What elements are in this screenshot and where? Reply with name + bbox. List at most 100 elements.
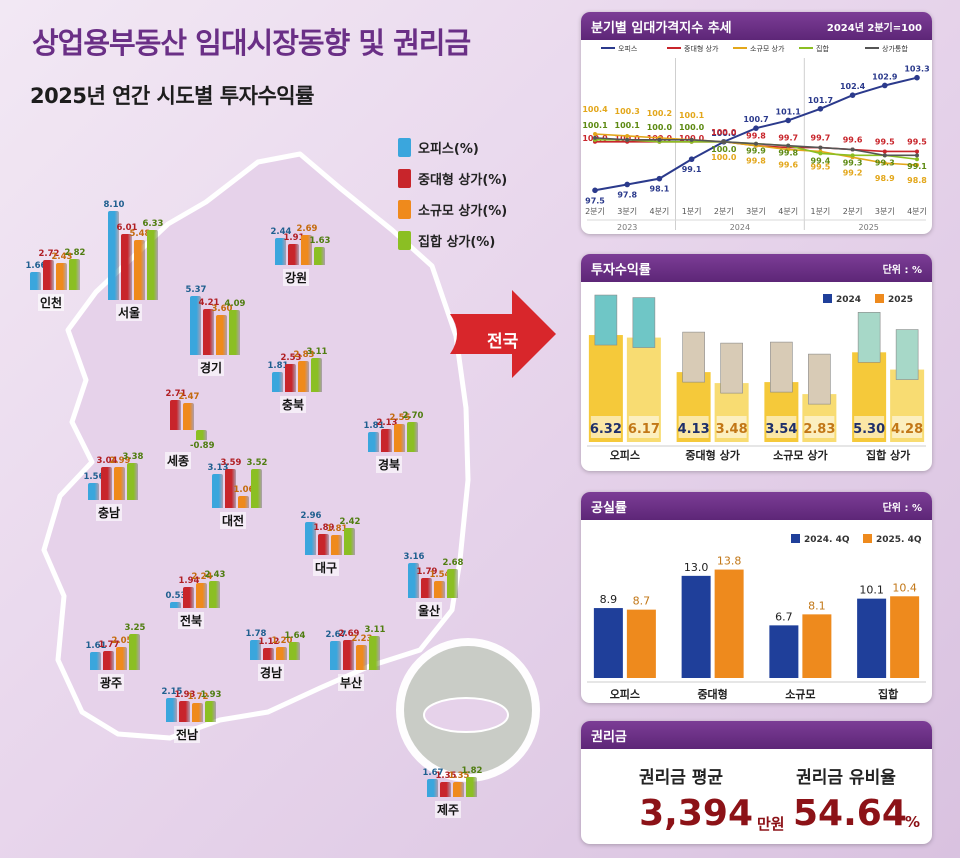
bar-category: 중대형 상가 — [685, 448, 739, 462]
bar — [857, 598, 887, 678]
region-bar-value: 1.93 — [174, 689, 196, 700]
region-bar-value: 2.15 — [161, 687, 183, 698]
line-data-label: 99.8 — [746, 132, 766, 141]
line-point — [593, 132, 597, 136]
line-data-label: 99.5 — [811, 162, 831, 171]
region-bar — [289, 641, 300, 660]
region-name: 인천 — [38, 294, 65, 311]
legend-item-office: 오피스(%) — [398, 132, 507, 163]
region-bar-value: 5.37 — [185, 284, 207, 295]
line-point — [915, 157, 919, 162]
region-bar — [298, 360, 309, 392]
bar-value: 13.8 — [717, 555, 742, 568]
region-name: 울산 — [416, 602, 443, 619]
line-data-label: 99.3 — [875, 158, 895, 167]
bar-value: 8.7 — [633, 595, 651, 608]
region-bar — [285, 364, 296, 392]
region-bar-value: 3.04 — [96, 455, 118, 466]
region-bar — [330, 640, 341, 670]
region-bar-value: 1.78 — [245, 629, 267, 640]
line-data-label: 99.4 — [811, 156, 831, 165]
line-data-label: 99.5 — [907, 137, 927, 146]
bar-value: 4.13 — [678, 422, 710, 437]
region-bar — [407, 422, 418, 452]
line-x-tick: 2분기 — [585, 207, 605, 216]
line-data-label: 100.0 — [711, 128, 737, 137]
region-bar — [190, 295, 201, 355]
region-bar — [381, 428, 392, 452]
large-store-swatch-icon — [398, 169, 411, 188]
region-bar-value: 2.99 — [109, 456, 131, 467]
region-bar — [408, 563, 419, 598]
line-data-label: 100.1 — [615, 121, 641, 130]
region-bar — [196, 583, 207, 608]
region-bar-value: 2.23 — [351, 634, 373, 645]
region-bar-value: 2.43 — [204, 570, 226, 581]
region-bar — [318, 534, 329, 555]
line-x-tick: 4분기 — [778, 207, 798, 216]
region-legend: 오피스(%) 중대형 상가(%) 소규모 상가(%) 집합 상가(%) — [398, 132, 507, 256]
line-point — [657, 137, 662, 142]
region-bar — [251, 469, 262, 508]
value-box — [804, 416, 835, 438]
region-bar — [127, 462, 138, 500]
small-store-swatch-icon — [398, 200, 411, 219]
region-name: 전남 — [174, 726, 201, 743]
line-data-label: 99.6 — [778, 161, 798, 170]
bar-legend-label: 2025. 4Q — [876, 535, 922, 545]
bar-legend-label: 2024 — [836, 295, 861, 305]
line-point — [625, 133, 630, 138]
region-bar — [301, 235, 312, 265]
return-chart: 2024 2025 6.32 6.17 오피스 4.13 3.48 중대형 상가 3.54 2.8… — [587, 294, 926, 462]
building-icon — [895, 329, 919, 380]
rights-avg-unit: 만원 — [757, 815, 785, 833]
region-bar — [116, 647, 127, 670]
region-bar — [216, 315, 227, 355]
legend-label: 중대형 상가(%) — [418, 173, 508, 188]
region-bar-value: 1.72 — [187, 692, 209, 703]
rights-ratio-unit: % — [905, 813, 921, 831]
region-bar — [114, 467, 125, 500]
rent-index-chart: 오피스 중대형 상가 소규모 상가 집합 상가통합 97.5 97.8 98.1 99.1 100… — [582, 44, 929, 232]
region-bar-value: 1.81 — [363, 421, 385, 432]
bar-value: 3.54 — [765, 422, 797, 437]
bar-legend-swatch — [791, 534, 800, 543]
region-bar — [276, 646, 287, 660]
region-name: 강원 — [283, 269, 310, 286]
region-bar-value: 2.69 — [296, 224, 318, 235]
region-bar — [108, 210, 119, 300]
region-bar-value: 2.53 — [280, 353, 302, 364]
value-box — [590, 416, 621, 438]
region-bar — [331, 535, 342, 555]
region-bar-value: 2.42 — [339, 517, 361, 528]
line-legend-label: 중대형 상가 — [684, 44, 719, 53]
region-bar-value: 2.05 — [111, 636, 133, 647]
line-data-label: 99.8 — [778, 149, 798, 158]
region-bar — [196, 430, 207, 440]
building-icon — [594, 294, 618, 346]
line-x-tick: 1분기 — [810, 207, 830, 216]
line-point — [753, 125, 759, 131]
line-point — [721, 139, 726, 144]
bar-legend-swatch — [875, 294, 884, 303]
region-bar-value: 1.79 — [416, 567, 438, 578]
bar-value: 6.17 — [628, 422, 660, 437]
region-bar — [272, 372, 283, 392]
region-bar-value: 3.11 — [364, 624, 386, 635]
line-data-label: 100.0 — [647, 123, 673, 132]
region-bar — [147, 230, 158, 300]
line-data-label: 97.8 — [617, 190, 637, 199]
region-bar — [170, 400, 181, 430]
line-point — [656, 175, 663, 182]
region-name: 부산 — [338, 674, 365, 691]
line-x-tick: 2분기 — [714, 207, 734, 216]
bar-value: 2.83 — [803, 422, 835, 437]
line-data-label: 99.8 — [746, 157, 766, 166]
region-bar — [103, 650, 114, 670]
line-data-label: 103.3 — [904, 65, 929, 74]
region-bar — [101, 466, 112, 500]
building-icon — [682, 331, 705, 383]
region-bar-value: 3.11 — [306, 346, 328, 357]
bar-category: 중대형 — [697, 687, 727, 701]
legend-label: 오피스(%) — [418, 142, 479, 157]
